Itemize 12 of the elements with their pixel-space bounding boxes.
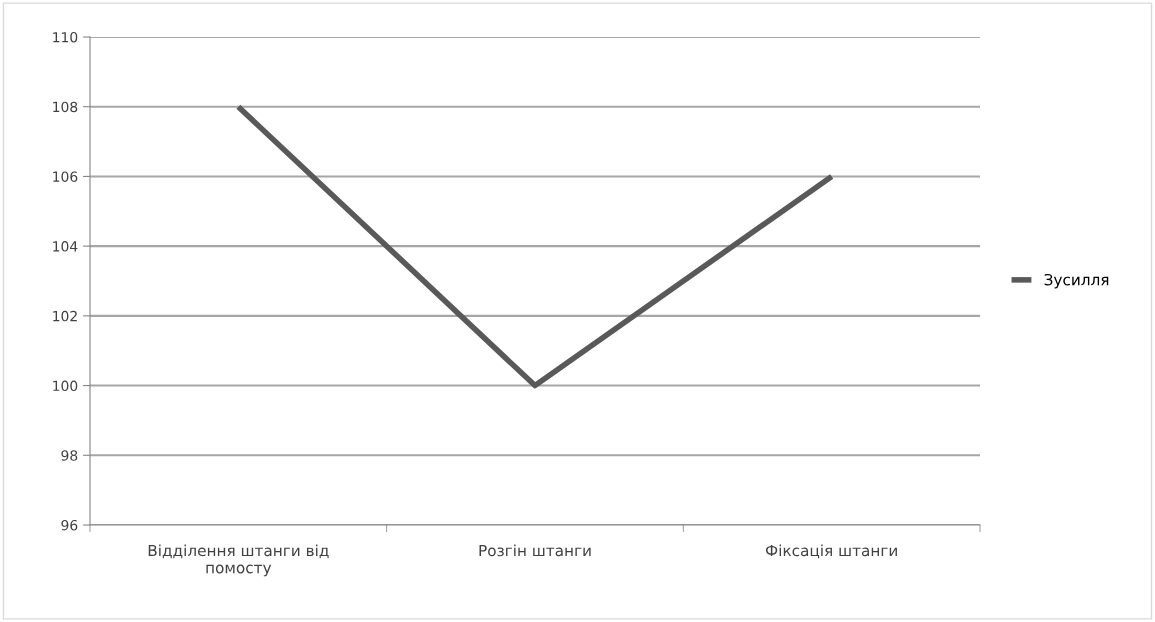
y-tick-label: 110 xyxy=(53,31,78,43)
x-tick-label: Фіксація штанги xyxy=(765,544,897,559)
y-tick-label: 106 xyxy=(53,171,78,182)
y-tick-label: 100 xyxy=(53,380,78,392)
y-tick-label: 108 xyxy=(53,101,78,113)
y-tick-label: 102 xyxy=(53,310,77,322)
y-tick-label: 96 xyxy=(61,519,78,531)
x-tick-label: Розгін штанги xyxy=(479,544,591,557)
legend-label: Зусилля xyxy=(1044,273,1109,289)
y-tick-label: 104 xyxy=(53,241,78,252)
x-tick-label: Відділення штанги від помосту xyxy=(148,544,329,577)
y-tick-label: 98 xyxy=(61,450,78,461)
